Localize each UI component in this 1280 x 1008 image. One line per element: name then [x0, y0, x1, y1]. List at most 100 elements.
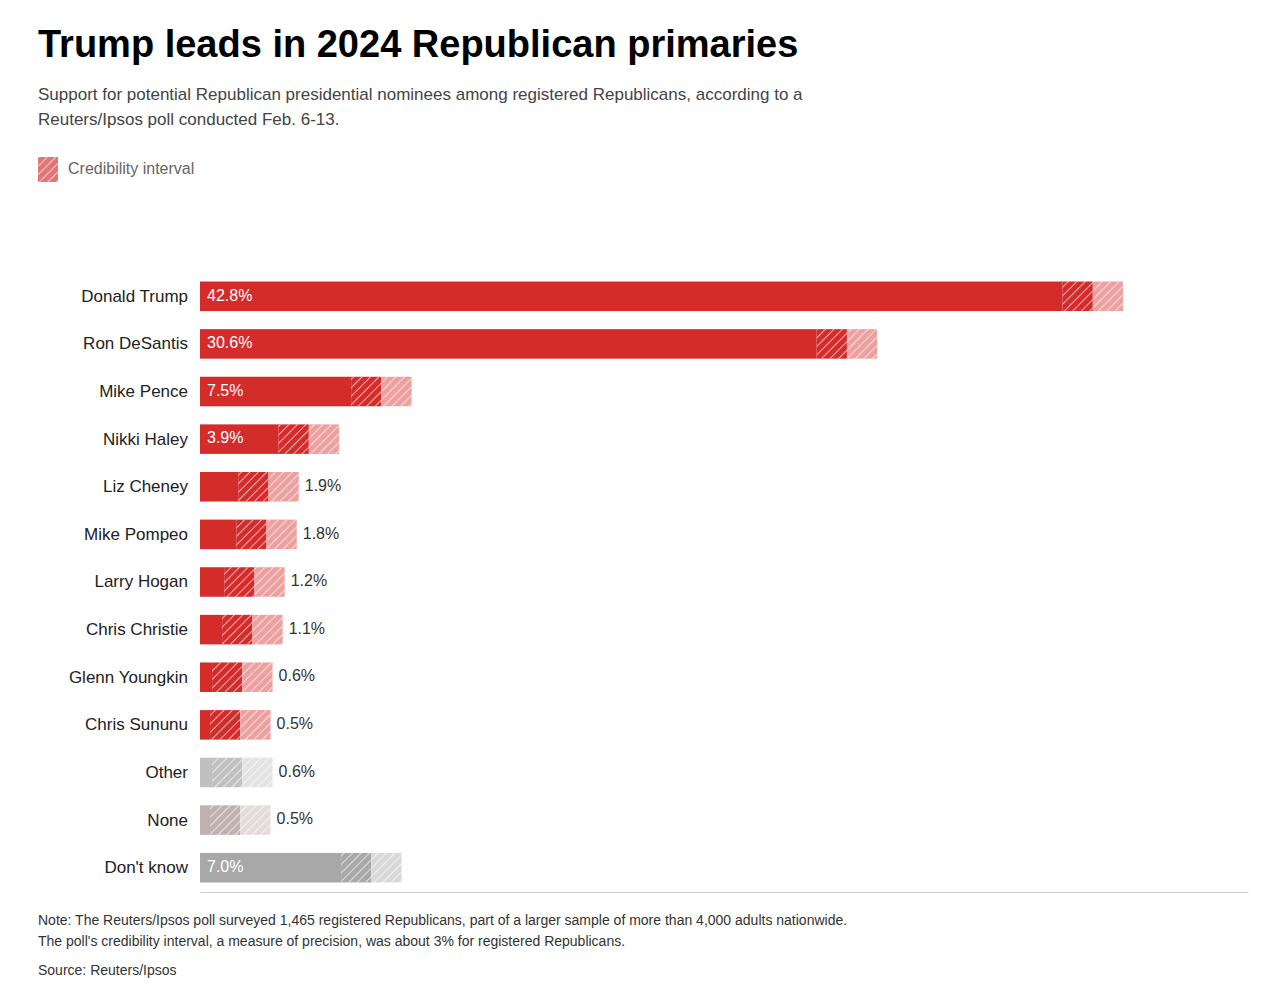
ci-inner [236, 520, 266, 550]
bar-group [200, 329, 877, 359]
bar [200, 424, 279, 454]
x-axis-line [201, 892, 1249, 893]
ci-inner-hatch [222, 615, 252, 645]
source: Source: Reuters/Ipsos [38, 962, 177, 978]
bar-group [200, 282, 1123, 312]
ci-outer [381, 377, 411, 407]
bar [200, 662, 212, 692]
y-tick-label: Chris Sununu [85, 715, 188, 734]
ci-inner-hatch [238, 472, 268, 502]
bar-group [200, 710, 271, 740]
ci-inner [341, 853, 371, 883]
ci-inner-hatch [351, 377, 381, 407]
bar-group [200, 615, 283, 645]
bar [200, 520, 236, 550]
ci-outer-hatch [309, 424, 339, 454]
y-tick: Chris Christie [86, 620, 188, 639]
bar-group [200, 567, 285, 597]
y-tick-label: Mike Pence [99, 382, 188, 401]
ci-outer [269, 472, 299, 502]
ci-inner-hatch [817, 329, 847, 359]
bar [200, 853, 341, 883]
ci-inner [817, 329, 847, 359]
data-label: 3.9% [207, 429, 243, 446]
y-tick-label: Ron DeSantis [83, 334, 188, 353]
bar [200, 615, 222, 645]
data-label: 7.0% [207, 858, 243, 875]
y-tick: Glenn Youngkin [69, 668, 188, 687]
bar [200, 282, 1063, 312]
y-tick-label: Don't know [104, 858, 188, 877]
chart: Trump leads in 2024 Republican primaries… [0, 0, 1280, 1008]
ci-outer [242, 662, 272, 692]
ci-outer [240, 805, 270, 835]
ci-outer-hatch [847, 329, 877, 359]
ci-outer-hatch [254, 567, 284, 597]
ci-inner [1063, 282, 1093, 312]
ci-inner-hatch [341, 853, 371, 883]
y-tick-label: Nikki Haley [103, 430, 189, 449]
y-tick: Mike Pompeo [84, 525, 188, 544]
y-tick-label: Larry Hogan [94, 572, 188, 591]
ci-inner [224, 567, 254, 597]
ci-inner-hatch [212, 662, 242, 692]
data-label: 1.1% [289, 620, 325, 637]
data-label: 30.6% [207, 334, 252, 351]
bar [200, 472, 238, 502]
ci-outer-hatch [242, 758, 272, 788]
ci-inner-hatch [1063, 282, 1093, 312]
y-axis: Donald Trump Ron DeSantis Mike Pence Nikki … [69, 287, 189, 877]
y-tick: Other [145, 763, 188, 782]
ci-inner [351, 377, 381, 407]
bar-group [200, 472, 299, 502]
data-label: 1.2% [291, 572, 327, 589]
data-label: 42.8% [207, 287, 252, 304]
bar [200, 567, 224, 597]
title: Trump leads in 2024 Republican primaries [38, 23, 798, 65]
ci-inner [210, 805, 240, 835]
y-tick-label: Other [145, 763, 188, 782]
bar [200, 377, 351, 407]
bar-group [200, 758, 273, 788]
ci-outer [240, 710, 270, 740]
y-tick: Ron DeSantis [83, 334, 188, 353]
note: Note: The Reuters/Ipsos poll surveyed 1,… [38, 912, 847, 949]
y-tick-label: Glenn Youngkin [69, 668, 188, 687]
ci-inner-hatch [212, 758, 242, 788]
y-tick: None [147, 811, 188, 830]
y-tick-label: Mike Pompeo [84, 525, 188, 544]
data-label: 0.5% [277, 810, 313, 827]
legend-swatch [38, 157, 58, 182]
data-label: 0.6% [279, 667, 315, 684]
subtitle: Support for potential Republican preside… [38, 85, 803, 129]
y-tick: Nikki Haley [103, 430, 189, 449]
bar-group [200, 520, 297, 550]
ci-outer-hatch [267, 520, 297, 550]
ci-outer [309, 424, 339, 454]
bar-group [200, 853, 402, 883]
bar-group [200, 805, 271, 835]
ci-inner-hatch [224, 567, 254, 597]
x-axis [201, 892, 1249, 893]
ci-outer [254, 567, 284, 597]
ci-inner [212, 662, 242, 692]
y-tick-label: Donald Trump [81, 287, 188, 306]
y-tick: Larry Hogan [94, 572, 188, 591]
bar [200, 758, 212, 788]
bar-group [200, 424, 339, 454]
ci-outer-hatch [1093, 282, 1123, 312]
ci-inner [212, 758, 242, 788]
data-label: 0.5% [277, 715, 313, 732]
ci-outer [1093, 282, 1123, 312]
data-label: 1.9% [305, 477, 341, 494]
bar [200, 805, 210, 835]
ci-inner-hatch [279, 424, 309, 454]
data-label: 1.8% [303, 525, 339, 542]
ci-outer-hatch [371, 853, 401, 883]
ci-inner [279, 424, 309, 454]
bar-group [200, 662, 273, 692]
data-label: 7.5% [207, 382, 243, 399]
ci-inner-hatch [210, 805, 240, 835]
legend-swatch-hatch [38, 157, 58, 182]
bar-group [200, 377, 412, 407]
